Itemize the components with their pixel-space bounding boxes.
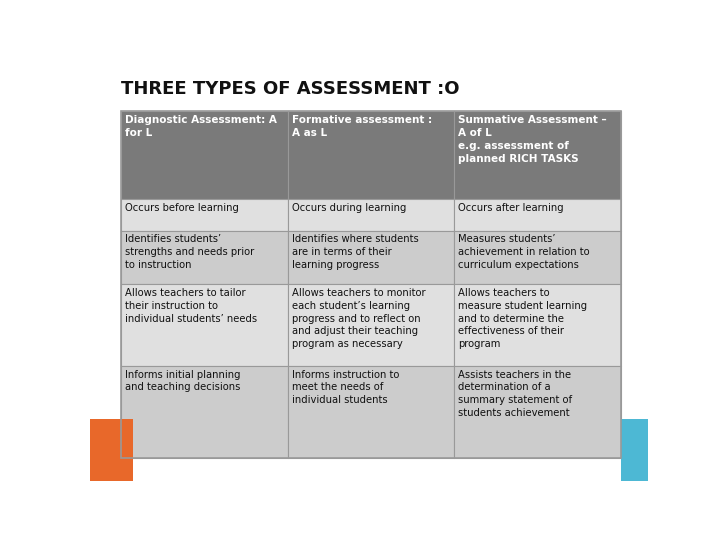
Text: Measures students’
achievement in relation to
curriculum expectations: Measures students’ achievement in relati… [458, 234, 590, 270]
Bar [121, 231, 287, 284]
Text: Formative assessment :
A as L: Formative assessment : A as L [292, 115, 431, 138]
Bar [287, 199, 454, 231]
Text: Identifies where students
are in terms of their
learning progress: Identifies where students are in terms o… [292, 234, 418, 270]
Text: Occurs before learning: Occurs before learning [125, 203, 239, 213]
Text: Informs instruction to
meet the needs of
individual students: Informs instruction to meet the needs of… [292, 369, 399, 405]
Text: THREE TYPES OF ASSESSMENT :O: THREE TYPES OF ASSESSMENT :O [121, 80, 459, 98]
Bar [454, 366, 621, 457]
Bar [90, 419, 132, 481]
Bar [90, 442, 120, 481]
Text: Allows teachers to
measure student learning
and to determine the
effectiveness o: Allows teachers to measure student learn… [458, 288, 588, 349]
Bar [287, 366, 454, 457]
Text: Assists teachers in the
determination of a
summary statement of
students achieve: Assists teachers in the determination of… [458, 369, 572, 418]
Text: Summative Assessment –
A of L
e.g. assessment of
planned RICH TASKS: Summative Assessment – A of L e.g. asses… [458, 115, 607, 165]
Text: Informs initial planning
and teaching decisions: Informs initial planning and teaching de… [125, 369, 240, 393]
Bar [121, 199, 287, 231]
Bar [454, 111, 621, 199]
Text: Allows teachers to monitor
each student’s learning
progress and to reflect on
an: Allows teachers to monitor each student’… [292, 288, 425, 349]
Bar [454, 231, 621, 284]
Bar [121, 111, 621, 457]
Bar [621, 419, 648, 481]
Bar [121, 366, 287, 457]
Bar [454, 284, 621, 366]
Bar [121, 284, 287, 366]
Bar [121, 111, 287, 199]
Text: Allows teachers to tailor
their instruction to
individual students’ needs: Allows teachers to tailor their instruct… [125, 288, 257, 323]
Bar [287, 231, 454, 284]
Text: Occurs after learning: Occurs after learning [458, 203, 564, 213]
Bar [454, 199, 621, 231]
Bar [287, 111, 454, 199]
Text: Identifies students’
strengths and needs prior
to instruction: Identifies students’ strengths and needs… [125, 234, 254, 270]
Text: Diagnostic Assessment: A
for L: Diagnostic Assessment: A for L [125, 115, 276, 138]
Bar [287, 284, 454, 366]
Text: Occurs during learning: Occurs during learning [292, 203, 406, 213]
